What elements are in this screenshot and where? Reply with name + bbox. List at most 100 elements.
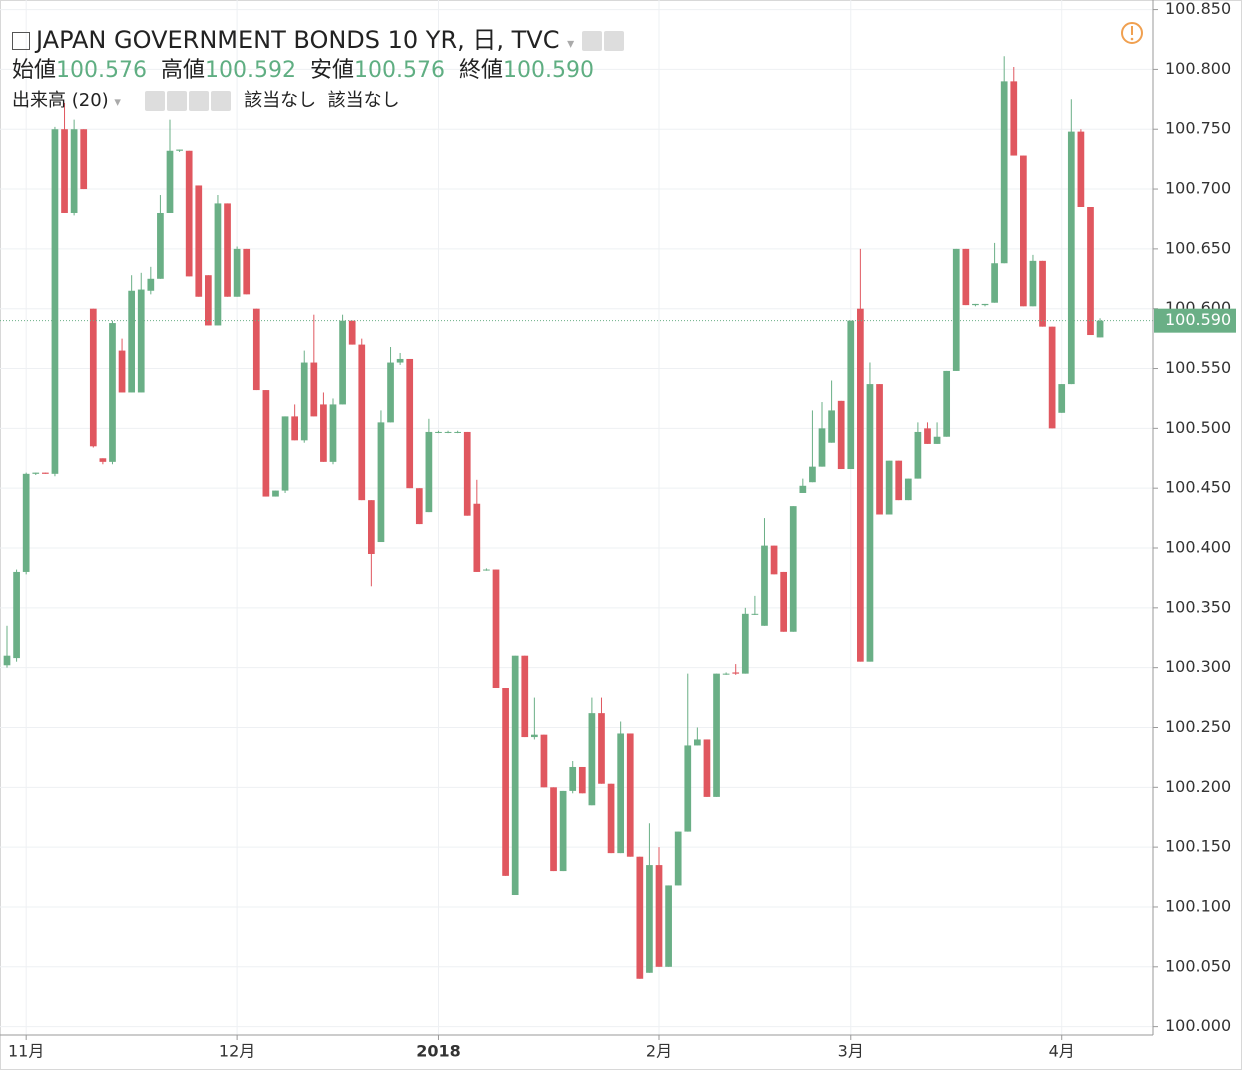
candle-body [1087, 207, 1094, 336]
axes: 100.000 100.050 100.100 100.150 100.200 100.2… [8, 0, 1236, 1061]
last-price-label: 100.590 [1165, 310, 1231, 329]
candle-body [185, 150, 193, 277]
candle-body [559, 790, 567, 872]
candle-body [387, 362, 394, 423]
candle-body [914, 431, 922, 479]
candle-body [492, 569, 500, 689]
candle-body [195, 185, 203, 297]
candle-body [224, 203, 231, 297]
candle-body [348, 320, 356, 345]
x-tick-label: 2018 [416, 1042, 461, 1061]
candle-body [607, 783, 615, 854]
candle-body [41, 472, 49, 474]
gear-icon[interactable] [603, 31, 624, 51]
candle-body [1029, 260, 1037, 307]
y-tick-label: 100.100 [1165, 896, 1231, 915]
candle-body [531, 734, 538, 738]
candle-body [655, 865, 663, 967]
candle-body [972, 303, 979, 306]
gear-icon[interactable] [166, 91, 187, 111]
candle-body [646, 865, 653, 973]
candle-body [837, 400, 845, 470]
ohlc-value: 100.590 [503, 58, 594, 83]
candle-body [339, 320, 346, 405]
y-tick-label: 100.050 [1165, 956, 1231, 975]
candle-body [732, 672, 740, 674]
candle-body [128, 290, 136, 393]
candle-body [3, 655, 11, 666]
candle-body [636, 856, 644, 979]
candle-body [626, 733, 634, 857]
collapse-icon[interactable] [12, 32, 30, 50]
candle-body [425, 431, 433, 513]
candle-body [329, 404, 337, 462]
candle-body [272, 490, 279, 497]
candle-body [550, 787, 557, 872]
ohlc-label: 安値 [310, 58, 355, 83]
candle-body [32, 472, 40, 474]
candle-body [818, 428, 826, 467]
candle-body [1000, 81, 1008, 264]
candle-body [828, 410, 835, 443]
candle-body [291, 416, 299, 441]
candle-body [713, 673, 720, 797]
candle-body [789, 506, 797, 632]
last-price-tag [1154, 308, 1236, 333]
candle-body [99, 458, 107, 462]
na-text: 該当なし [327, 90, 400, 111]
candle-body [876, 384, 883, 515]
warning-icon[interactable] [1121, 22, 1143, 44]
x-tick-label: 2月 [646, 1042, 672, 1061]
candle-body [511, 655, 519, 896]
candle-body [674, 831, 682, 886]
plus-icon[interactable] [188, 91, 209, 111]
candle-body [809, 466, 816, 483]
candle-body [80, 129, 88, 190]
candle-body [521, 655, 529, 738]
candle-body [214, 203, 222, 326]
candle-body [435, 431, 442, 433]
eye-icon[interactable] [144, 91, 165, 111]
candle-body [204, 275, 212, 326]
candle-body [176, 149, 183, 151]
candle-body [962, 248, 970, 306]
candle-body [51, 129, 59, 474]
candle-body [320, 404, 327, 462]
candle-body [396, 358, 404, 363]
y-tick-label: 100.800 [1165, 59, 1231, 78]
candle-body [89, 308, 97, 447]
dropdown[interactable]: ▾ [567, 36, 575, 52]
candle-body [1010, 81, 1018, 156]
candle-body [415, 488, 423, 525]
candle-body [1058, 384, 1066, 413]
candle-body [694, 739, 701, 746]
na-text: 該当なし [244, 90, 317, 111]
y-tick-label: 100.750 [1165, 119, 1231, 138]
y-tick-label: 100.300 [1165, 657, 1231, 676]
candle-body [281, 416, 289, 491]
candle-body [991, 263, 998, 303]
candle-body [895, 460, 903, 501]
candle-body [866, 384, 874, 662]
ohlc-value: 100.592 [205, 58, 296, 83]
candle-body [13, 571, 20, 659]
close-icon[interactable] [210, 91, 231, 111]
candle-body [847, 320, 855, 470]
candle-body [981, 303, 989, 306]
candle-body [473, 503, 481, 572]
ohlc-value: 100.576 [354, 58, 445, 83]
y-tick-label: 100.000 [1165, 1016, 1231, 1035]
candles [0, 56, 1153, 979]
ohlc-value: 100.576 [56, 58, 147, 83]
dropdown[interactable]: ▾ [114, 95, 121, 110]
eye-icon[interactable] [581, 31, 602, 51]
volume-label: 出来高 (20) [12, 90, 109, 111]
candle-body [118, 350, 126, 393]
candle-body [1020, 155, 1027, 307]
y-tick-label: 100.150 [1165, 837, 1231, 856]
candle-body [243, 248, 251, 295]
ohlc-label: 始値 [12, 58, 57, 83]
candle-body [1096, 320, 1104, 338]
candle-body [463, 431, 471, 516]
